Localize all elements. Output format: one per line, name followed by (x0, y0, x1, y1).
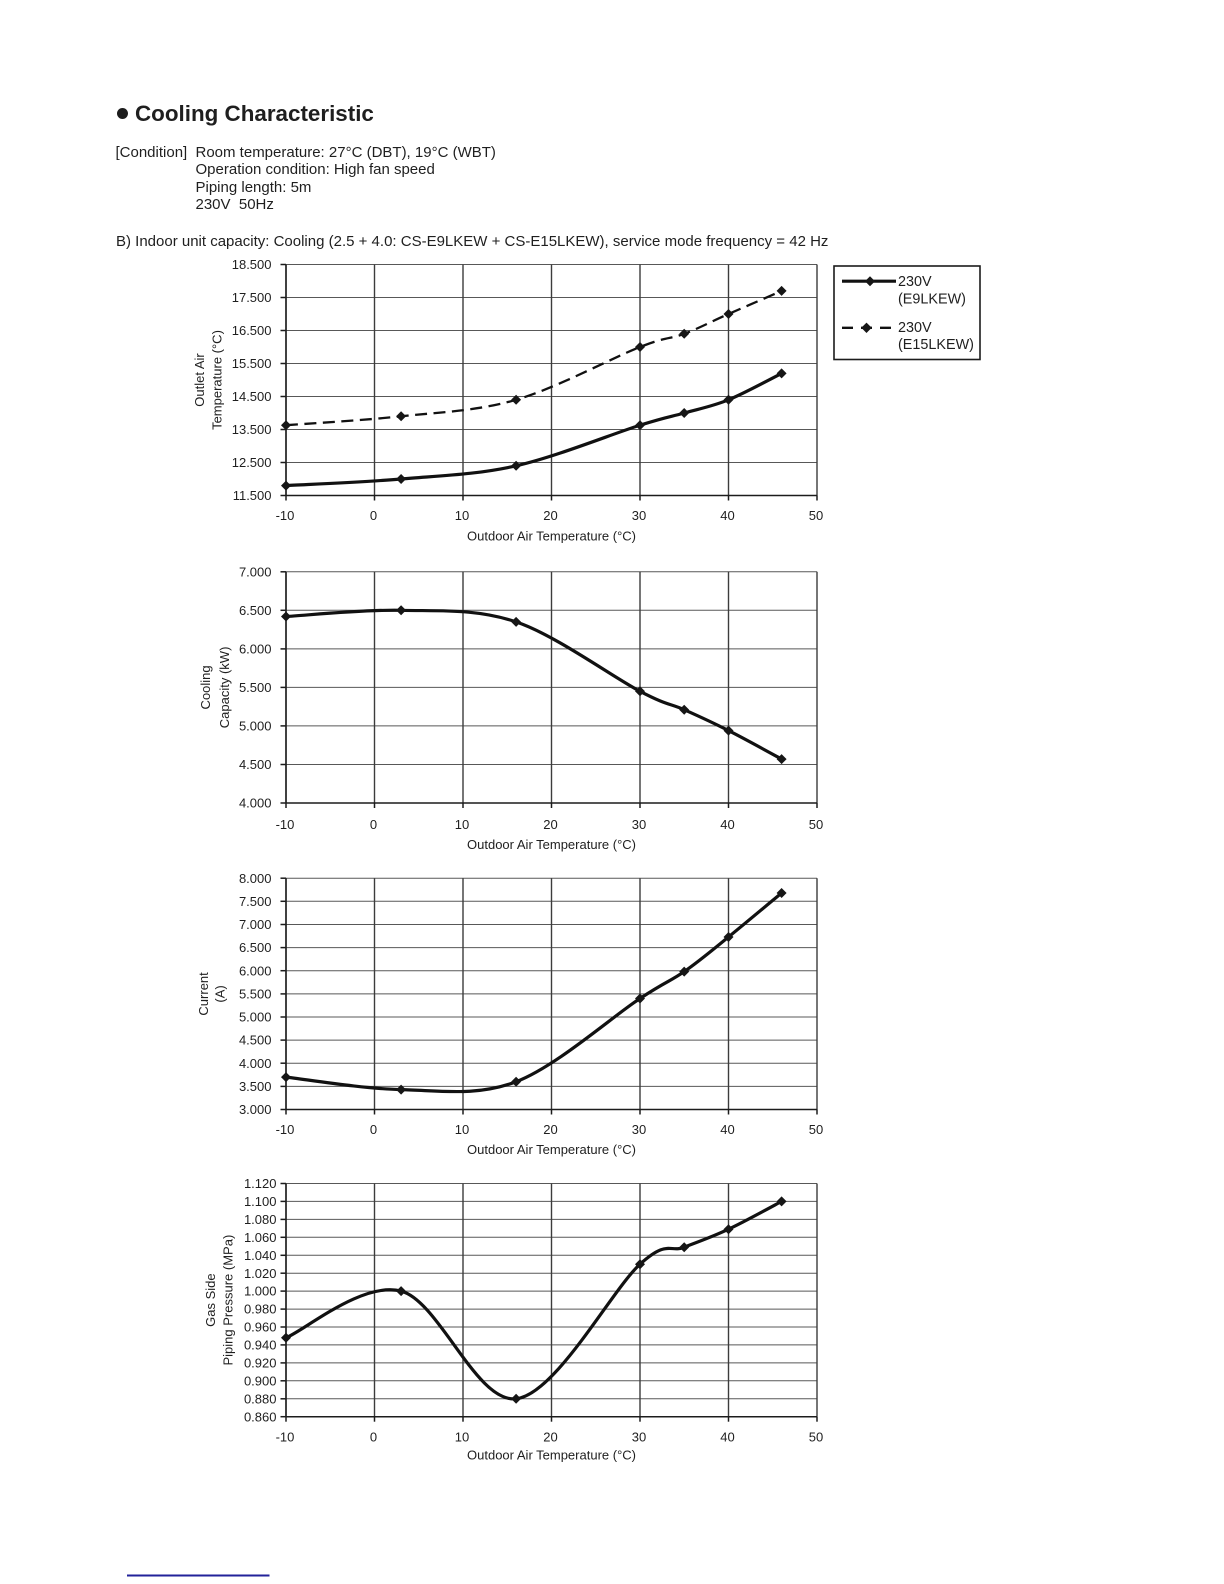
svg-text:30: 30 (632, 508, 646, 523)
svg-text:Current: Current (196, 972, 211, 1016)
svg-text:1.080: 1.080 (244, 1212, 277, 1227)
svg-text:4.000: 4.000 (239, 1056, 272, 1071)
svg-text:0: 0 (370, 508, 377, 523)
svg-text:50: 50 (809, 817, 823, 832)
svg-text:30: 30 (632, 1429, 646, 1444)
svg-text:230V: 230V (898, 274, 932, 290)
svg-text:Piping Pressure (MPa): Piping Pressure (MPa) (220, 1235, 235, 1366)
svg-text:10: 10 (455, 1122, 469, 1137)
svg-text:7.000: 7.000 (239, 564, 272, 579)
svg-text:11.500: 11.500 (233, 488, 272, 503)
svg-text:40: 40 (720, 1429, 734, 1444)
svg-text:1.020: 1.020 (244, 1266, 277, 1281)
svg-text:8.000: 8.000 (239, 871, 272, 886)
svg-text:30: 30 (632, 1122, 646, 1137)
svg-text:50: 50 (809, 1429, 823, 1444)
svg-text:Outdoor Air Temperature (°C): Outdoor Air Temperature (°C) (467, 1142, 636, 1157)
svg-text:0: 0 (370, 817, 377, 832)
svg-text:4.000: 4.000 (239, 796, 272, 811)
svg-text:6.000: 6.000 (239, 963, 272, 978)
svg-text:40: 40 (720, 817, 734, 832)
svg-text:10: 10 (455, 817, 469, 832)
svg-text:Outdoor Air Temperature (°C): Outdoor Air Temperature (°C) (467, 529, 636, 544)
svg-text:3.500: 3.500 (239, 1079, 272, 1094)
svg-text:1.000: 1.000 (244, 1284, 277, 1299)
svg-text:-10: -10 (276, 1122, 295, 1137)
svg-text:16.500: 16.500 (232, 323, 272, 338)
svg-text:Outdoor Air Temperature (°C): Outdoor Air Temperature (°C) (467, 837, 636, 852)
svg-text:50: 50 (809, 508, 823, 523)
svg-text:5.000: 5.000 (239, 1010, 272, 1025)
svg-text:20: 20 (543, 508, 557, 523)
svg-text:1.060: 1.060 (244, 1230, 277, 1245)
svg-text:5.000: 5.000 (239, 719, 272, 734)
svg-text:5.500: 5.500 (239, 680, 272, 695)
svg-text:0.980: 0.980 (244, 1302, 277, 1317)
svg-text:0.860: 0.860 (244, 1409, 277, 1424)
svg-text:30: 30 (632, 817, 646, 832)
svg-text:3.000: 3.000 (239, 1102, 272, 1117)
svg-text:14.500: 14.500 (232, 389, 272, 404)
svg-text:-10: -10 (276, 817, 295, 832)
svg-text:Temperature (°C): Temperature (°C) (210, 330, 225, 430)
svg-text:6.500: 6.500 (239, 940, 272, 955)
svg-text:12.500: 12.500 (232, 455, 272, 470)
svg-text:Outlet Air: Outlet Air (192, 353, 207, 407)
svg-text:0.960: 0.960 (244, 1320, 277, 1335)
svg-text:13.500: 13.500 (232, 422, 272, 437)
svg-text:(A): (A) (213, 985, 228, 1002)
svg-text:18.500: 18.500 (232, 257, 272, 272)
svg-text:0: 0 (370, 1429, 377, 1444)
svg-text:(E15LKEW): (E15LKEW) (898, 337, 974, 353)
svg-text:0.920: 0.920 (244, 1356, 277, 1371)
svg-text:Outdoor Air Temperature (°C): Outdoor Air Temperature (°C) (467, 1447, 636, 1462)
svg-text:230V: 230V (898, 320, 932, 336)
svg-text:1.120: 1.120 (244, 1176, 277, 1191)
svg-text:20: 20 (543, 817, 557, 832)
svg-text:0.880: 0.880 (244, 1391, 277, 1406)
svg-text:Capacity (kW): Capacity (kW) (217, 647, 232, 729)
svg-text:1.040: 1.040 (244, 1248, 277, 1263)
svg-text:-10: -10 (276, 508, 295, 523)
svg-text:6.000: 6.000 (239, 642, 272, 657)
svg-text:Cooling: Cooling (198, 665, 213, 709)
svg-text:Gas Side: Gas Side (203, 1273, 218, 1326)
svg-text:0: 0 (370, 1122, 377, 1137)
svg-text:40: 40 (720, 508, 734, 523)
svg-text:20: 20 (543, 1429, 557, 1444)
svg-text:5.500: 5.500 (239, 987, 272, 1002)
svg-text:7.500: 7.500 (239, 894, 272, 909)
svg-text:0.900: 0.900 (244, 1373, 277, 1388)
svg-text:4.500: 4.500 (239, 757, 272, 772)
svg-text:-10: -10 (276, 1429, 295, 1444)
svg-text:6.500: 6.500 (239, 603, 272, 618)
svg-text:(E9LKEW): (E9LKEW) (898, 292, 966, 308)
svg-text:15.500: 15.500 (232, 356, 272, 371)
svg-text:10: 10 (455, 508, 469, 523)
svg-text:1.100: 1.100 (244, 1194, 277, 1209)
svg-text:40: 40 (720, 1122, 734, 1137)
svg-text:17.500: 17.500 (232, 290, 272, 305)
svg-text:0.940: 0.940 (244, 1338, 277, 1353)
svg-text:7.000: 7.000 (239, 917, 272, 932)
svg-text:4.500: 4.500 (239, 1033, 272, 1048)
svg-text:10: 10 (455, 1429, 469, 1444)
svg-text:20: 20 (543, 1122, 557, 1137)
svg-text:50: 50 (809, 1122, 823, 1137)
